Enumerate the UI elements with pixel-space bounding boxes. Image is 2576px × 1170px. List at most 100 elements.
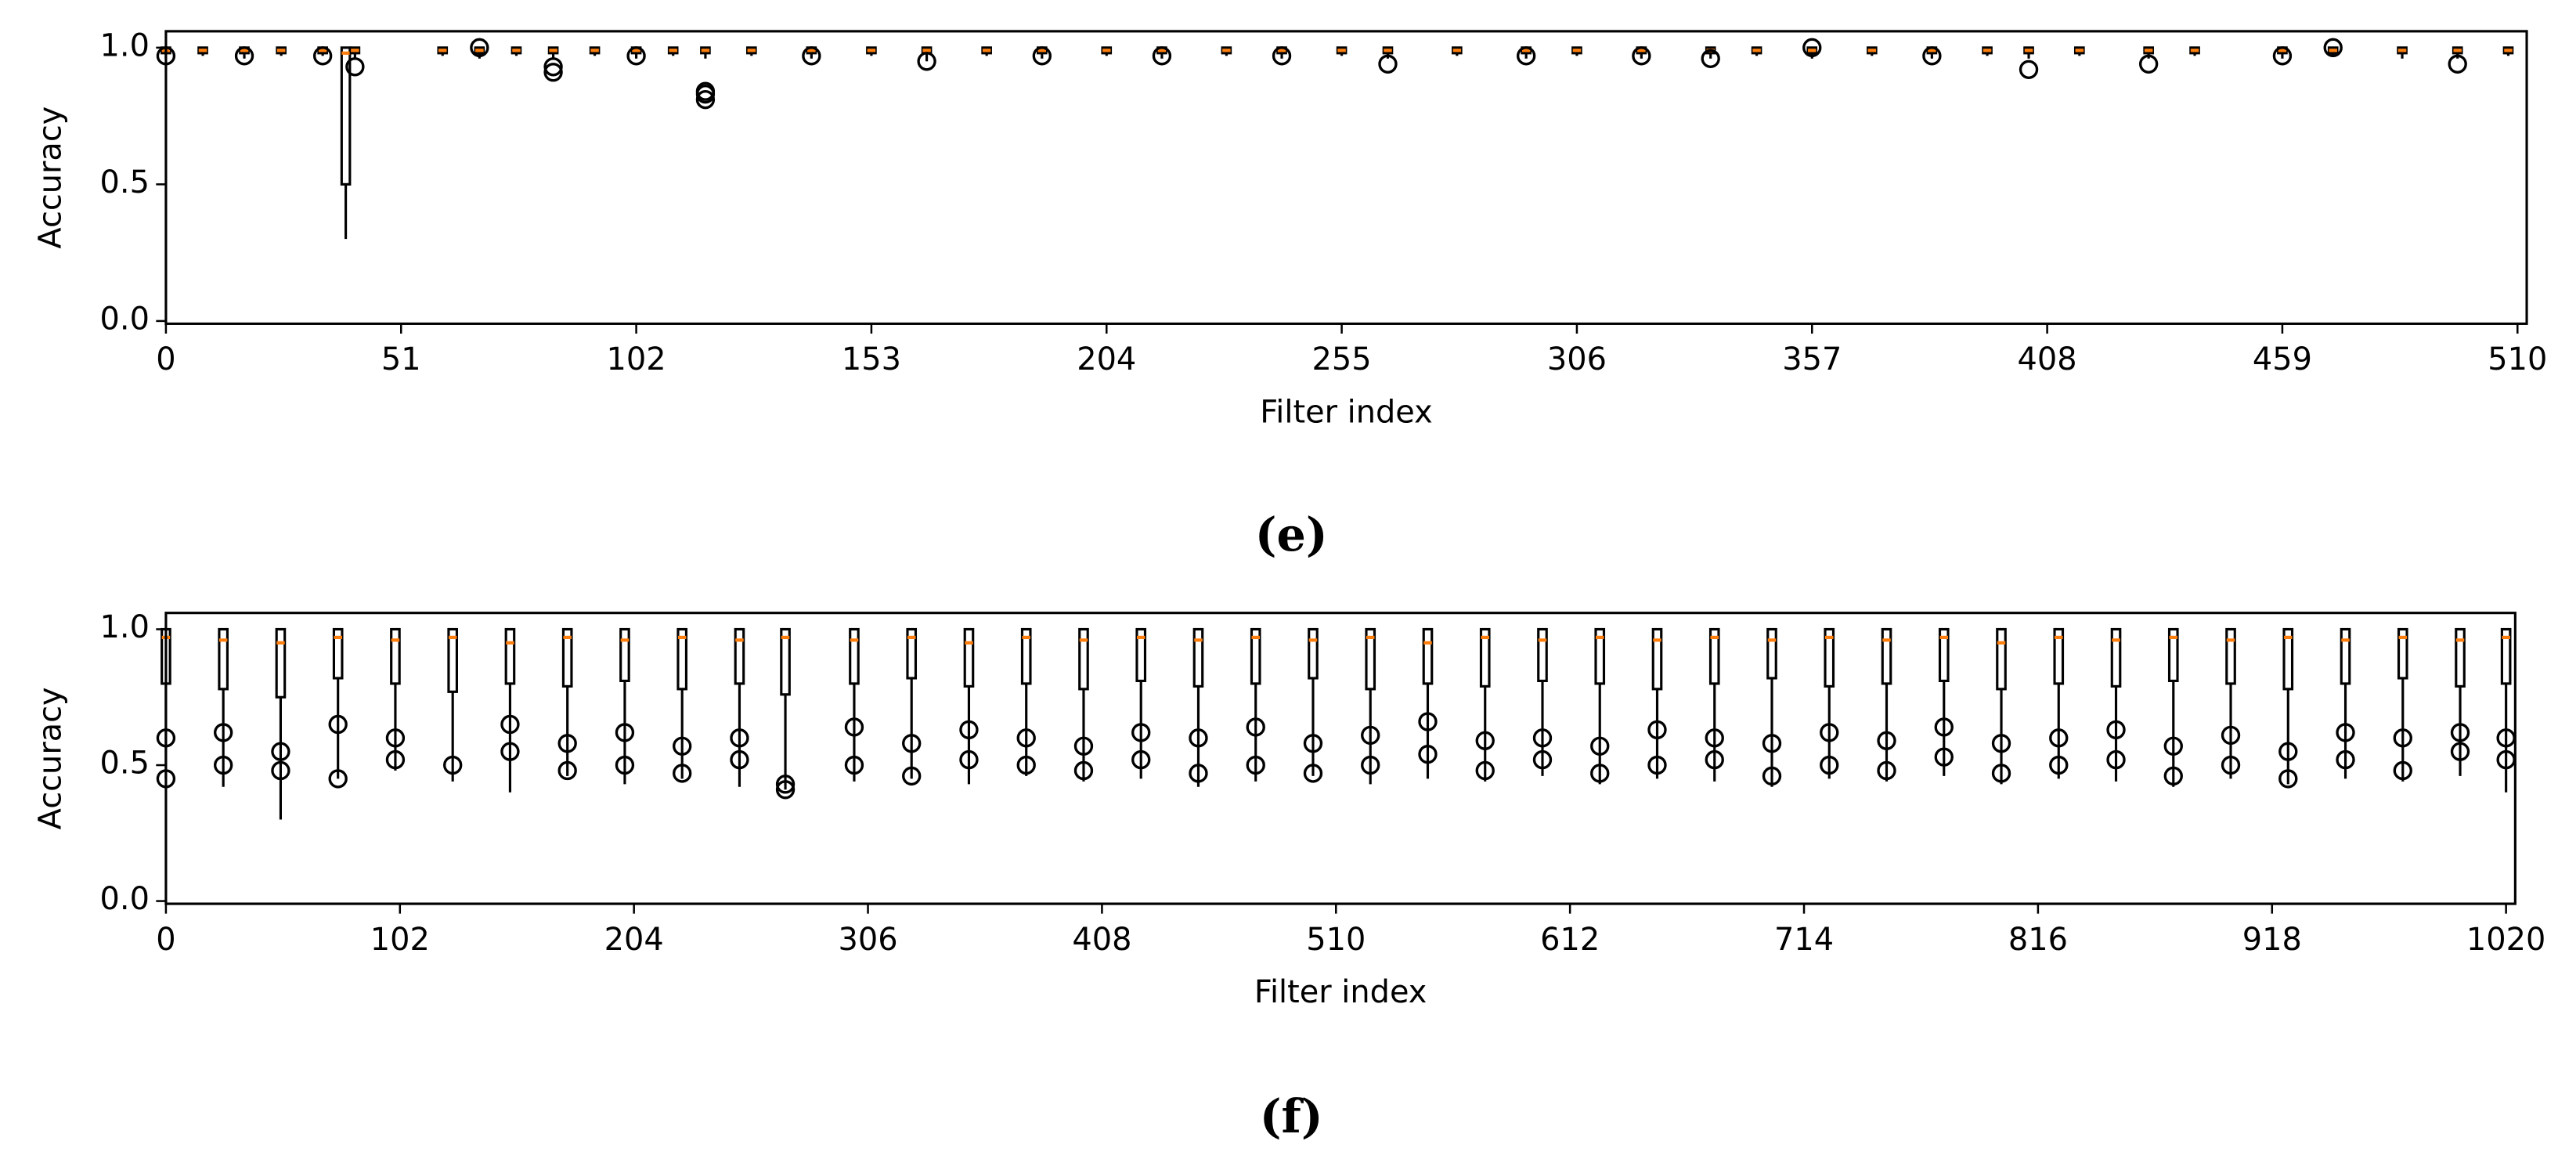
axes-frame [164,612,2516,905]
x-tick-label: 153 [842,341,901,377]
flier [695,89,716,110]
flier [730,728,749,748]
flier [1361,755,1380,775]
caption: (f) [1260,1089,1323,1143]
flier [917,52,936,71]
caption: (e) [1255,507,1328,562]
flier [557,734,577,753]
flier [2323,38,2343,58]
flier [2336,723,2355,742]
box [2455,627,2466,688]
flier [1131,749,1151,770]
x-tick-label: 204 [604,922,664,958]
box [1192,627,1204,688]
box [275,627,287,699]
flier [2106,749,2126,770]
x-tick-label: 510 [1306,922,1366,958]
flier [1762,734,1782,753]
y-tick-label: 0.0 [100,301,150,337]
flier [2272,46,2293,66]
flier [1877,731,1896,750]
y-axis-label: Accuracy [33,687,69,829]
x-tick-label: 408 [2018,341,2077,377]
flier [500,742,520,761]
flier [802,46,821,66]
flier [2393,760,2412,781]
y-tick-label: 1.0 [100,609,150,645]
flier [500,714,520,735]
flier [345,57,365,77]
flier [2450,742,2470,761]
box [2282,627,2294,691]
flier [959,749,979,770]
flier [775,775,796,794]
box [1365,627,1376,691]
box [1938,627,1950,683]
box [2397,627,2408,680]
flier [385,749,406,770]
flier [2049,755,2069,775]
box [447,627,459,693]
box [1422,627,1434,685]
flier [775,780,796,800]
box [2110,627,2122,688]
box [332,627,344,680]
box [1479,627,1491,688]
box [906,627,918,680]
flier [1073,760,1094,781]
flier [1378,54,1398,74]
y-tick-label: 0.5 [100,164,150,200]
box [1651,627,1663,691]
flier [1632,46,1651,66]
flier [959,720,979,740]
flier [1516,46,1536,66]
box [963,627,975,688]
flier [1272,46,1292,66]
x-tick-label: 0 [156,922,175,958]
y-tick-label: 1.0 [100,27,150,63]
flier [1991,734,2011,753]
box [2500,627,2512,685]
flier [1475,731,1495,750]
x-tick-label: 306 [1547,341,1607,377]
flier [1418,744,1438,764]
flier [626,46,646,66]
flier [1303,764,1323,783]
box [1078,627,1089,691]
x-tick-label: 357 [1782,341,1842,377]
flier [1016,755,1036,775]
flier [234,46,254,66]
box [1766,627,1777,680]
box [340,46,352,186]
box [1594,627,1606,685]
flier [1922,46,1942,66]
box [390,627,401,685]
flier [1820,723,1839,742]
axes-frame [164,30,2528,325]
flier [1705,749,1724,770]
flier [2049,728,2069,748]
flier [1016,728,1036,748]
flier [1590,736,1610,756]
flier [1131,723,1151,742]
flier [1189,728,1208,748]
flier [1361,725,1380,746]
flier [1934,747,1954,767]
x-tick-label: 0 [156,341,175,377]
box [1250,627,1261,685]
x-tick-label: 612 [1540,922,1600,958]
y-tick-label: 0.0 [100,881,150,917]
flier [673,764,692,783]
flier [2221,755,2241,775]
flier [2393,728,2412,748]
box [1020,627,1032,685]
flier [1705,728,1724,748]
flier [2450,723,2470,742]
box [1996,627,2007,691]
x-tick-label: 102 [607,341,666,377]
flier [2448,54,2467,74]
x-tick-label: 102 [370,922,430,958]
flier [615,755,635,775]
box [504,627,516,685]
